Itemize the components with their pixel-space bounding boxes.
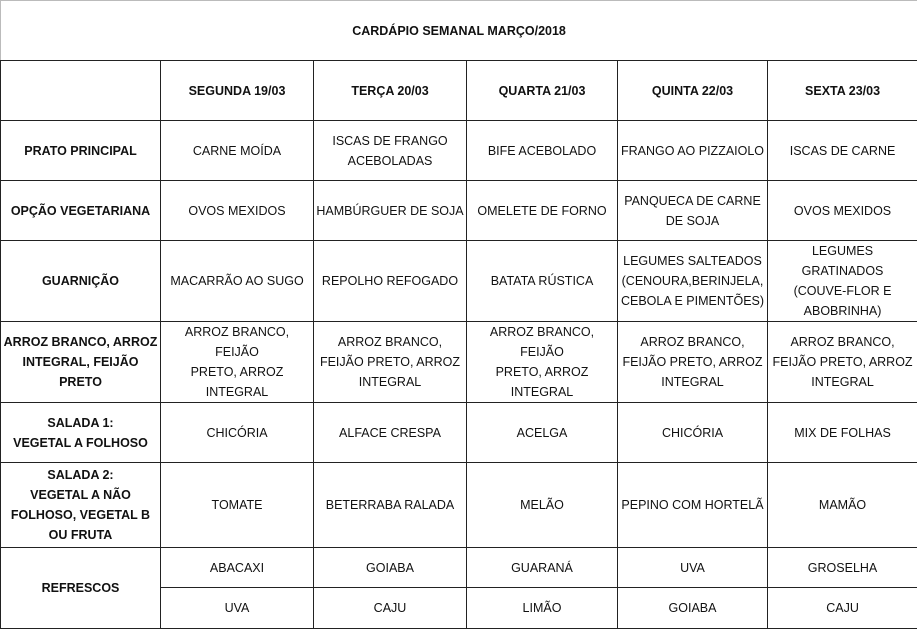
menu-cell: TOMATE xyxy=(161,463,314,548)
day-header: TERÇA 20/03 xyxy=(314,61,467,121)
table-row: SALADA 2: VEGETAL A NÃO FOLHOSO, VEGETAL… xyxy=(1,463,917,548)
table-row: REFRESCOS ABACAXI GOIABA GUARANÁ UVA GRO… xyxy=(1,548,917,588)
menu-cell: GUARANÁ xyxy=(467,548,618,588)
row-label: PRATO PRINCIPAL xyxy=(1,121,161,181)
menu-cell: CAJU xyxy=(768,588,917,629)
menu-cell: BIFE ACEBOLADO xyxy=(467,121,618,181)
menu-cell: GROSELHA xyxy=(768,548,917,588)
row-label: SALADA 1: VEGETAL A FOLHOSO xyxy=(1,403,161,463)
menu-cell: CHICÓRIA xyxy=(161,403,314,463)
row-label: REFRESCOS xyxy=(1,548,161,629)
menu-cell: HAMBÚRGUER DE SOJA xyxy=(314,181,467,241)
menu-cell: ALFACE CRESPA xyxy=(314,403,467,463)
menu-cell: LEGUMES SALTEADOS (CENOURA,BERINJELA, CE… xyxy=(618,241,768,322)
table-row: SALADA 1: VEGETAL A FOLHOSO CHICÓRIA ALF… xyxy=(1,403,917,463)
menu-cell: CAJU xyxy=(314,588,467,629)
row-label: GUARNIÇÃO xyxy=(1,241,161,322)
menu-cell: ISCAS DE FRANGO ACEBOLADAS xyxy=(314,121,467,181)
menu-cell: MELÃO xyxy=(467,463,618,548)
menu-cell: OVOS MEXIDOS xyxy=(768,181,917,241)
day-header: QUINTA 22/03 xyxy=(618,61,768,121)
menu-cell: MIX DE FOLHAS xyxy=(768,403,917,463)
menu-cell: ARROZ BRANCO, FEIJÃO PRETO, ARROZ INTEGR… xyxy=(618,322,768,403)
menu-cell: PANQUECA DE CARNE DE SOJA xyxy=(618,181,768,241)
menu-cell: MACARRÃO AO SUGO xyxy=(161,241,314,322)
menu-cell: PEPINO COM HORTELÃ xyxy=(618,463,768,548)
menu-title: CARDÁPIO SEMANAL MARÇO/2018 xyxy=(1,1,917,61)
menu-cell: BATATA RÚSTICA xyxy=(467,241,618,322)
menu-cell: ABACAXI xyxy=(161,548,314,588)
menu-cell: LIMÃO xyxy=(467,588,618,629)
menu-cell: ARROZ BRANCO, FEIJÃO PRETO, ARROZ INTEGR… xyxy=(314,322,467,403)
menu-cell: CHICÓRIA xyxy=(618,403,768,463)
menu-cell: BETERRABA RALADA xyxy=(314,463,467,548)
menu-cell: ARROZ BRANCO, FEIJÃO PRETO, ARROZ INTEGR… xyxy=(467,322,618,403)
table-row: ARROZ BRANCO, ARROZ INTEGRAL, FEIJÃO PRE… xyxy=(1,322,917,403)
menu-cell: ACELGA xyxy=(467,403,618,463)
table-row: PRATO PRINCIPAL CARNE MOÍDA ISCAS DE FRA… xyxy=(1,121,917,181)
menu-cell: UVA xyxy=(161,588,314,629)
header-row: SEGUNDA 19/03 TERÇA 20/03 QUARTA 21/03 Q… xyxy=(1,61,917,121)
row-label: OPÇÃO VEGETARIANA xyxy=(1,181,161,241)
menu-cell: GOIABA xyxy=(314,548,467,588)
menu-cell: REPOLHO REFOGADO xyxy=(314,241,467,322)
row-label: SALADA 2: VEGETAL A NÃO FOLHOSO, VEGETAL… xyxy=(1,463,161,548)
day-header: SEXTA 23/03 xyxy=(768,61,917,121)
empty-corner xyxy=(1,61,161,121)
table-row: GUARNIÇÃO MACARRÃO AO SUGO REPOLHO REFOG… xyxy=(1,241,917,322)
menu-cell: MAMÃO xyxy=(768,463,917,548)
menu-cell: OVOS MEXIDOS xyxy=(161,181,314,241)
menu-cell: ARROZ BRANCO, FEIJÃO PRETO, ARROZ INTEGR… xyxy=(768,322,917,403)
menu-cell: OMELETE DE FORNO xyxy=(467,181,618,241)
menu-cell: LEGUMES GRATINADOS (COUVE-FLOR E ABOBRIN… xyxy=(768,241,917,322)
menu-cell: UVA xyxy=(618,548,768,588)
day-header: SEGUNDA 19/03 xyxy=(161,61,314,121)
menu-cell: ARROZ BRANCO, FEIJÃO PRETO, ARROZ INTEGR… xyxy=(161,322,314,403)
table-row: OPÇÃO VEGETARIANA OVOS MEXIDOS HAMBÚRGUE… xyxy=(1,181,917,241)
menu-cell: FRANGO AO PIZZAIOLO xyxy=(618,121,768,181)
row-label: ARROZ BRANCO, ARROZ INTEGRAL, FEIJÃO PRE… xyxy=(1,322,161,403)
menu-cell: GOIABA xyxy=(618,588,768,629)
menu-cell: ISCAS DE CARNE xyxy=(768,121,917,181)
menu-cell: CARNE MOÍDA xyxy=(161,121,314,181)
day-header: QUARTA 21/03 xyxy=(467,61,618,121)
